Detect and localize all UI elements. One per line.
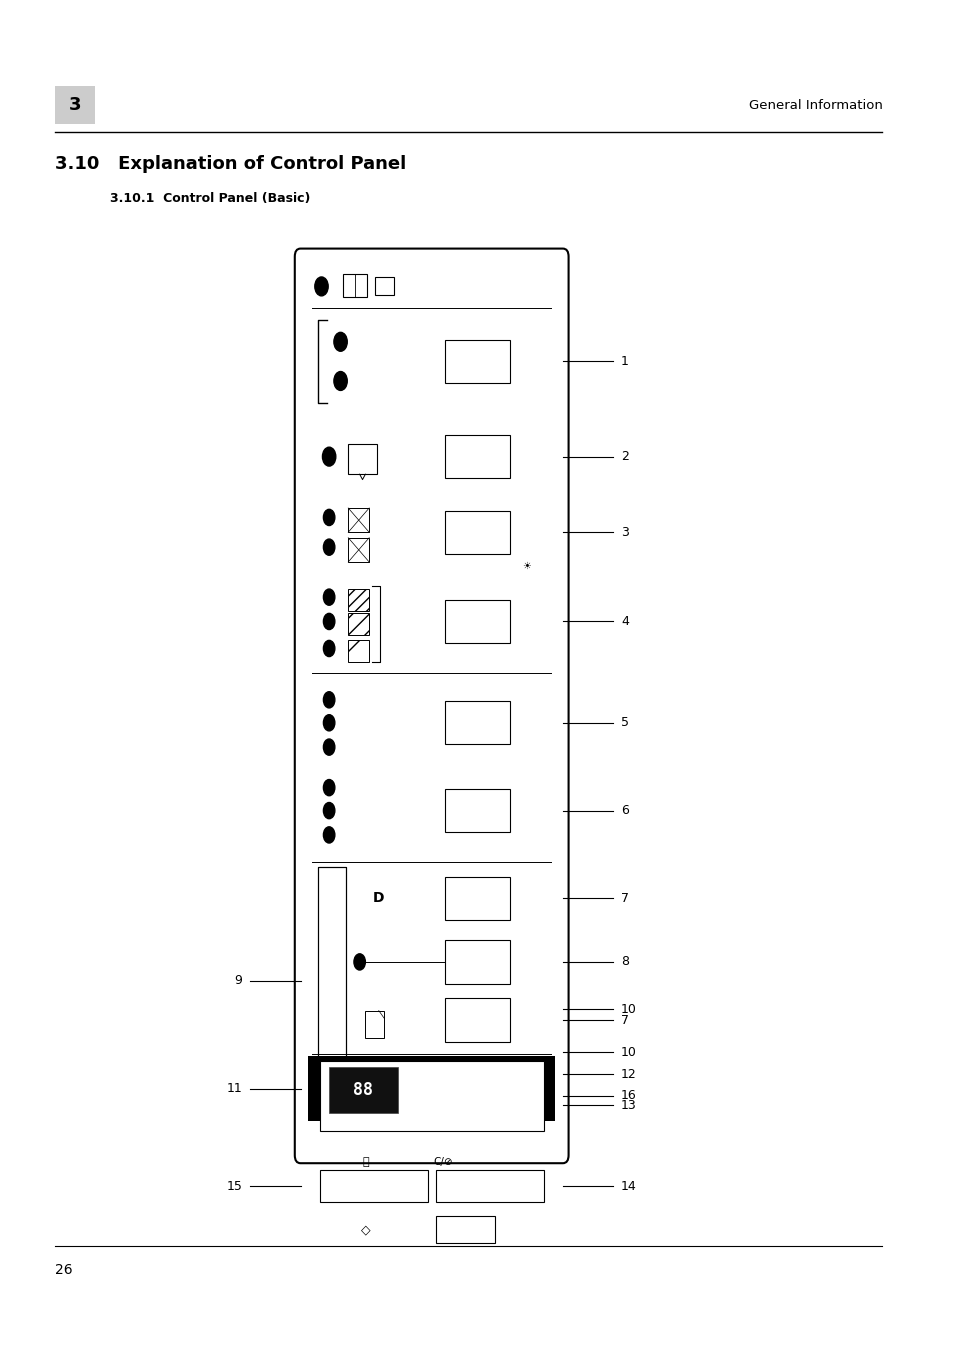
Text: ⎘: ⎘ [362,1156,368,1167]
Circle shape [323,539,335,555]
Bar [317,1019,346,1031]
Bar [444,511,509,554]
Circle shape [323,780,335,796]
Circle shape [323,509,335,526]
Text: 12: 12 [620,1067,637,1081]
Text: 14: 14 [620,1179,637,1193]
Bar [308,1056,555,1121]
Text: 11: 11 [226,1082,242,1096]
Circle shape [334,332,347,351]
Bar [317,1082,346,1094]
Text: 9: 9 [234,974,242,988]
Text: 7: 7 [620,1013,628,1027]
Text: 3: 3 [69,96,82,115]
Text: 13: 13 [620,1098,637,1112]
Bar [317,880,346,893]
Bar [317,1069,346,1082]
Text: 15: 15 [226,1179,242,1193]
Text: 7: 7 [620,892,628,905]
Text: 1: 1 [620,355,628,367]
Bar [444,701,509,744]
Bar [317,981,346,993]
Bar [317,867,346,880]
Text: 3: 3 [620,526,628,539]
Text: C/⊘: C/⊘ [434,1156,453,1167]
Bar [317,1006,346,1019]
Circle shape [323,715,335,731]
Bar [319,1061,543,1131]
Bar [348,508,369,532]
Bar [317,943,346,955]
Bar [348,589,369,611]
Bar [444,940,509,984]
Text: General Information: General Information [748,99,882,112]
Circle shape [334,372,347,390]
Text: 2: 2 [620,450,628,463]
Circle shape [323,739,335,755]
Bar [444,789,509,832]
Text: 3.10.1  Control Panel (Basic): 3.10.1 Control Panel (Basic) [110,192,310,205]
Bar [348,640,369,662]
Circle shape [354,954,365,970]
Circle shape [323,827,335,843]
Bar [435,1170,543,1202]
Circle shape [322,447,335,466]
Bar [444,435,509,478]
Bar [435,1216,495,1243]
Bar [319,1170,427,1202]
Circle shape [323,589,335,605]
Text: ⬛: ⬛ [495,1070,499,1078]
Bar [317,867,346,1094]
Text: 88: 88 [354,1081,373,1100]
Circle shape [504,1097,516,1113]
Text: 10: 10 [620,1002,637,1016]
Bar [317,867,346,1094]
Bar [317,893,346,905]
Bar [317,905,346,917]
Text: ☀: ☀ [522,561,531,571]
Text: 6: 6 [620,804,628,817]
Bar [317,955,346,969]
Bar [444,877,509,920]
Text: 16: 16 [620,1089,637,1102]
Bar [329,1067,397,1113]
Bar [317,1044,346,1056]
Text: 10: 10 [620,1046,637,1059]
Bar [317,917,346,931]
Bar [444,600,509,643]
Bar [348,613,369,635]
Bar [317,931,346,943]
Bar [444,339,509,384]
Circle shape [314,277,328,296]
Text: 4: 4 [620,615,628,628]
Text: 3.10   Explanation of Control Panel: 3.10 Explanation of Control Panel [55,155,406,173]
Bar [348,538,369,562]
Circle shape [323,802,335,819]
Text: 5: 5 [620,716,628,730]
Bar [365,1011,384,1038]
Bar [317,969,346,981]
FancyBboxPatch shape [55,86,95,124]
Bar [317,1031,346,1044]
Text: 8: 8 [620,955,628,969]
Bar [317,1056,346,1069]
Circle shape [323,640,335,657]
Bar [348,444,376,474]
Text: ◇: ◇ [360,1223,370,1236]
Circle shape [323,613,335,630]
Circle shape [323,692,335,708]
Bar [444,998,509,1042]
Bar [343,274,367,297]
FancyBboxPatch shape [294,249,568,1163]
Text: D: D [373,892,384,905]
Bar [375,277,394,295]
Bar [317,993,346,1006]
Text: 26: 26 [55,1263,72,1277]
